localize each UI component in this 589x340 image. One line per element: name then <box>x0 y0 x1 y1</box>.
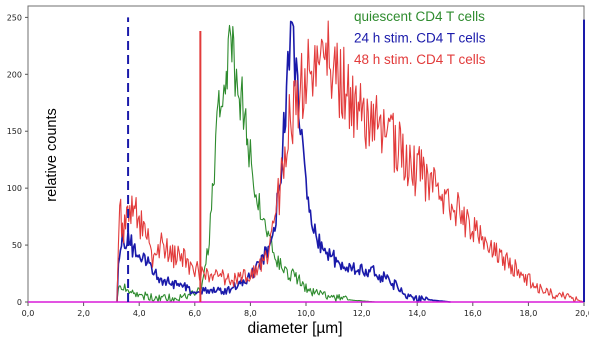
x-tick-label: 20,0 <box>575 309 589 318</box>
x-axis-label: diameter [µm] <box>247 320 342 337</box>
y-tick-label: 0 <box>17 298 22 307</box>
x-tick-label: 10,0 <box>297 309 315 318</box>
legend: quiescent CD4 T cells 24 h stim. CD4 T ce… <box>354 9 486 67</box>
plot-border <box>27 5 585 303</box>
y-tick-label: 200 <box>7 70 22 79</box>
y-tick-label: 100 <box>7 184 22 193</box>
x-tick-label: 18,0 <box>519 309 537 318</box>
y-axis-label: relative counts <box>44 108 60 202</box>
x-tick-label: 2,0 <box>77 309 90 318</box>
x-tick-label: 6,0 <box>188 309 201 318</box>
y-axis-ticks: 0 50 100 150 200 250 <box>7 13 28 307</box>
series-line <box>116 20 585 303</box>
x-tick-label: 14,0 <box>408 309 426 318</box>
series-layer <box>28 20 585 303</box>
legend-entry: quiescent CD4 T cells <box>354 9 485 24</box>
x-tick-label: 12,0 <box>353 309 371 318</box>
series-line <box>116 20 451 303</box>
y-tick-label: 150 <box>7 127 22 136</box>
marker-layer <box>127 17 585 302</box>
series-line <box>116 24 376 303</box>
legend-entry: 24 h stim. CD4 T cells <box>354 31 486 46</box>
x-tick-label: 0,0 <box>22 309 35 318</box>
x-tick-label: 16,0 <box>464 309 482 318</box>
x-tick-label: 4,0 <box>133 309 146 318</box>
y-tick-label: 250 <box>7 13 22 22</box>
x-axis-ticks: 0,0 2,0 4,0 6,0 8,0 10,0 12,0 14,0 16,0 18,0 20,0 <box>22 302 589 318</box>
x-tick-label: 8,0 <box>244 309 257 318</box>
legend-entry: 48 h stim. CD4 T cells <box>354 52 486 67</box>
y-tick-label: 50 <box>12 241 22 250</box>
plot-frame <box>27 5 585 303</box>
